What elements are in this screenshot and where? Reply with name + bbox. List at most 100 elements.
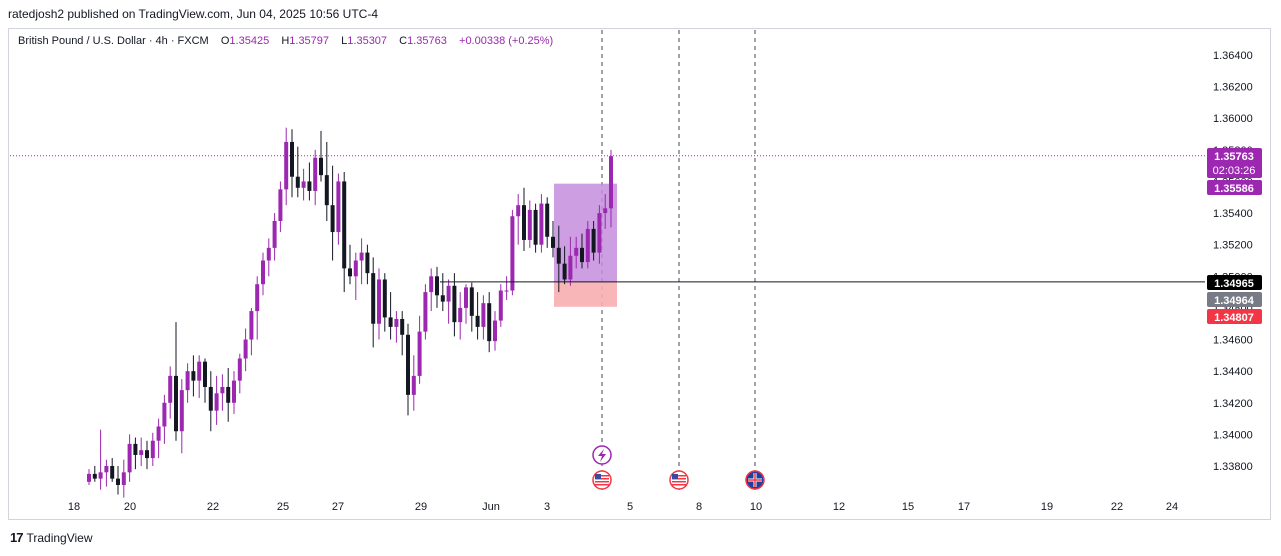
candle-body bbox=[87, 473, 91, 482]
candle-body bbox=[104, 466, 109, 473]
x-tick-label: 18 bbox=[68, 501, 80, 513]
y-tick-label: 1.34600 bbox=[1213, 335, 1253, 347]
candle-body bbox=[452, 285, 457, 323]
candle-body bbox=[458, 307, 463, 323]
y-tick-label: 1.36200 bbox=[1213, 82, 1253, 94]
loss-zone bbox=[554, 281, 617, 307]
candle-body bbox=[342, 181, 347, 269]
candle-body bbox=[435, 276, 439, 296]
symbol-label[interactable]: British Pound / U.S. Dollar · 4h · FXCM bbox=[18, 35, 209, 47]
candle-body bbox=[522, 205, 526, 240]
close-label: C bbox=[399, 35, 408, 47]
price-label-text: 1.34965 bbox=[1214, 278, 1254, 290]
candle-body bbox=[493, 320, 497, 342]
y-tick-label: 1.33800 bbox=[1213, 461, 1253, 473]
candle-body bbox=[545, 203, 550, 237]
candle-body bbox=[313, 157, 318, 191]
candle-body bbox=[469, 287, 474, 316]
us-flag-stripe-icon bbox=[672, 475, 686, 477]
price-label-box bbox=[1207, 275, 1262, 290]
close-value: 1.35763 bbox=[407, 35, 447, 47]
candle-body bbox=[266, 247, 271, 261]
lightning-glyph-icon bbox=[598, 449, 606, 462]
candle-body bbox=[110, 466, 115, 479]
low-label: L bbox=[341, 35, 348, 47]
candle-body bbox=[197, 361, 202, 381]
candle-body bbox=[382, 279, 387, 318]
candle-body bbox=[98, 472, 103, 479]
candle-body bbox=[203, 361, 207, 387]
candle-body bbox=[284, 141, 289, 190]
change-value: +0.00338 (+0.25%) bbox=[459, 35, 554, 47]
price-label-box bbox=[1207, 292, 1262, 307]
candle-body bbox=[423, 292, 428, 332]
us-flag-canton-icon bbox=[595, 474, 601, 479]
candle-body bbox=[208, 386, 213, 411]
candle-body bbox=[162, 402, 167, 427]
candle-body bbox=[539, 203, 544, 245]
candle-body bbox=[278, 189, 283, 221]
us-flag-stripe-icon bbox=[595, 484, 609, 486]
candle-body bbox=[226, 386, 231, 403]
candle-body bbox=[400, 318, 405, 335]
candle-body bbox=[568, 255, 573, 280]
candle-body bbox=[150, 440, 155, 459]
candle-body bbox=[145, 450, 149, 459]
chart-frame bbox=[8, 28, 1271, 520]
footer-brand[interactable]: TradingView bbox=[26, 530, 93, 545]
candle-body bbox=[562, 263, 567, 280]
x-tick-label: 22 bbox=[207, 501, 219, 513]
y-tick-label: 1.35400 bbox=[1213, 208, 1253, 220]
x-tick-label: 22 bbox=[1111, 501, 1123, 513]
x-tick-label: 3 bbox=[544, 501, 550, 513]
tradingview-logo-icon[interactable]: 17 bbox=[10, 530, 24, 545]
open-value: 1.35425 bbox=[229, 35, 270, 47]
candle-body bbox=[191, 371, 196, 381]
candle-body bbox=[243, 339, 248, 359]
y-tick-label: 1.36400 bbox=[1213, 50, 1253, 62]
candle-body bbox=[510, 216, 515, 291]
candle-body bbox=[307, 181, 312, 191]
us-flag-canton-icon bbox=[672, 474, 678, 479]
candle-body bbox=[214, 393, 219, 411]
chart-legend: British Pound / U.S. Dollar · 4h · FXCM … bbox=[18, 35, 553, 47]
candle-body bbox=[272, 220, 277, 248]
candle-body bbox=[179, 390, 184, 432]
candle-body bbox=[168, 375, 173, 403]
us-flag-stripe-icon bbox=[595, 481, 609, 483]
us-flag-icon bbox=[592, 470, 612, 490]
y-tick-label: 1.34000 bbox=[1213, 429, 1253, 441]
candle-body bbox=[440, 295, 445, 302]
candle-body bbox=[365, 252, 370, 274]
us-flag-stripe-icon bbox=[595, 475, 609, 477]
candle-body bbox=[464, 287, 468, 308]
countdown-label-text: 02:03:26 bbox=[1213, 165, 1256, 177]
candle-body bbox=[516, 205, 521, 217]
us-flag-icon bbox=[669, 470, 689, 490]
price-label-box bbox=[1207, 180, 1262, 195]
candle-body bbox=[487, 303, 492, 342]
candle-body bbox=[261, 260, 265, 285]
candle-body bbox=[580, 247, 584, 263]
x-tick-label: 25 bbox=[277, 501, 289, 513]
low-value: 1.35307 bbox=[347, 35, 388, 47]
candle-body bbox=[446, 285, 451, 302]
price-label-box bbox=[1207, 309, 1262, 324]
x-tick-label: 8 bbox=[696, 501, 702, 513]
candle-body bbox=[249, 311, 254, 340]
y-tick-label: 1.36000 bbox=[1213, 113, 1253, 125]
x-tick-label: 10 bbox=[750, 501, 762, 513]
price-label-text: 1.35763 bbox=[1214, 151, 1254, 163]
high-label: H bbox=[281, 35, 290, 47]
candle-body bbox=[92, 473, 97, 479]
x-tick-label: 29 bbox=[415, 501, 427, 513]
published-info: ratedjosh2 published on TradingView.com,… bbox=[8, 7, 379, 21]
us-flag-stripe-icon bbox=[672, 481, 686, 483]
candle-body bbox=[353, 260, 358, 277]
candle-body bbox=[220, 386, 225, 394]
candle-body bbox=[411, 375, 416, 395]
candle-body bbox=[290, 141, 294, 177]
x-tick-label: 12 bbox=[833, 501, 845, 513]
price-label-box bbox=[1207, 148, 1262, 178]
